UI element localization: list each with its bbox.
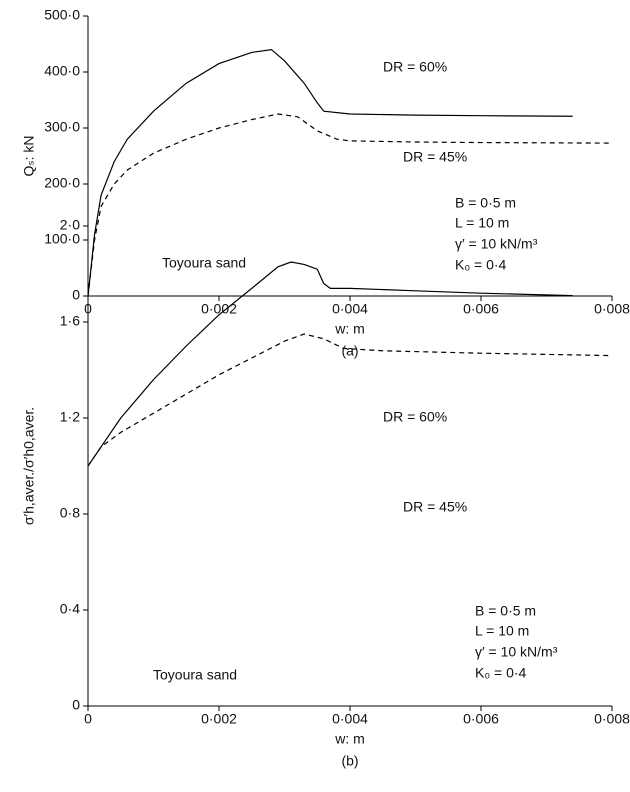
series-line	[87, 333, 613, 467]
x-axis-label: w: m	[334, 321, 365, 337]
x-tick-label: 0·008	[594, 711, 630, 727]
y-tick-label: 0·4	[60, 601, 80, 617]
y-tick-label: 2·0	[60, 217, 80, 233]
series-label: DR = 45%	[403, 149, 467, 165]
x-tick-label: 0·006	[463, 301, 499, 317]
annotation: B = 0·5 m	[475, 603, 536, 619]
x-tick-label: 0·004	[332, 711, 368, 727]
series-label: DR = 60%	[383, 59, 447, 75]
x-tick-label: 0·008	[594, 301, 630, 317]
series-line	[87, 261, 573, 467]
x-tick-label: 0·006	[463, 711, 499, 727]
annotation: L = 10 m	[475, 623, 529, 639]
y-tick-label: 100·0	[44, 231, 80, 247]
annotation: Toyoura sand	[153, 667, 237, 683]
annotation: B = 0·5 m	[455, 195, 516, 211]
y-tick-label: 1·6	[60, 313, 80, 329]
series-line	[87, 113, 613, 297]
x-tick-label: 0·002	[201, 301, 237, 317]
annotation: L = 10 m	[455, 215, 509, 231]
y-axis-label: Qₛ: kN	[21, 135, 37, 176]
caption: (a)	[341, 343, 358, 359]
x-axis-label: w: m	[334, 731, 365, 747]
y-tick-label: 300·0	[44, 119, 80, 135]
y-tick-label: 0	[72, 697, 80, 713]
caption: (b)	[341, 753, 358, 769]
x-tick-label: 0	[84, 711, 92, 727]
annotation: Toyoura sand	[162, 255, 246, 271]
annotation: K₀ = 0·4	[475, 665, 527, 681]
y-tick-label: 0·8	[60, 505, 80, 521]
y-tick-label: 1·2	[60, 409, 80, 425]
series-label: DR = 60%	[383, 409, 447, 425]
series-label: DR = 45%	[403, 499, 467, 515]
annotation: γ′ = 10 kN/m³	[475, 644, 558, 660]
y-axis-label: σ′h,aver./σ′h0,aver.	[21, 407, 37, 525]
series-line	[87, 48, 573, 297]
y-tick-label: 200·0	[44, 175, 80, 191]
y-tick-label: 400·0	[44, 63, 80, 79]
annotation: K₀ = 0·4	[455, 257, 507, 273]
y-tick-label: 0	[72, 287, 80, 303]
annotation: γ′ = 10 kN/m³	[455, 236, 538, 252]
x-tick-label: 0·004	[332, 301, 368, 317]
y-tick-label: 500·0	[44, 7, 80, 23]
x-tick-label: 0·002	[201, 711, 237, 727]
